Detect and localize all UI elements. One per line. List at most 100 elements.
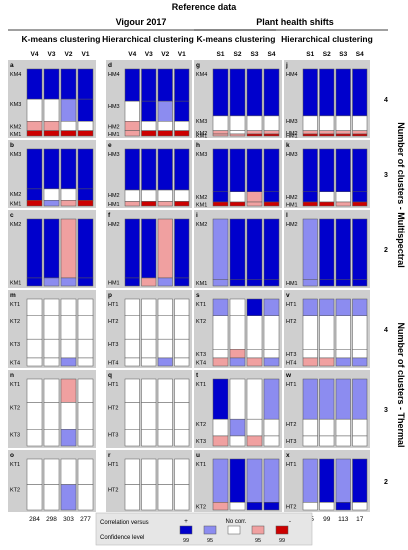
heatmap-cell <box>26 458 43 485</box>
heatmap-cell <box>212 435 229 447</box>
heatmap-cell <box>335 201 351 207</box>
heatmap-cell <box>77 148 94 190</box>
heatmap-cell <box>60 188 77 201</box>
heatmap-cell <box>157 484 173 511</box>
heatmap-cell <box>246 148 263 192</box>
heatmap-cell <box>229 458 246 503</box>
heatmap-cell <box>174 130 190 137</box>
heatmap-cell <box>60 121 77 131</box>
column-label-2-2: S3 <box>251 51 259 58</box>
heatmap-cell <box>302 218 318 280</box>
heatmap-cell <box>352 298 368 316</box>
heatmap-cell <box>246 378 263 420</box>
heatmap-cell <box>246 357 263 367</box>
column-label-0-1: V3 <box>48 51 56 58</box>
heatmap-cell <box>352 418 368 437</box>
heatmap-cell <box>157 277 173 287</box>
cluster-label: KT1 <box>196 302 206 308</box>
heatmap-cell <box>174 68 190 102</box>
heatmap-cell <box>246 191 263 203</box>
heatmap-cell <box>319 458 335 503</box>
heatmap-cell <box>263 435 280 447</box>
heatmap-cell <box>335 279 351 287</box>
heatmap-cell <box>352 133 368 137</box>
heatmap-cell <box>263 133 280 137</box>
cluster-label: KT1 <box>196 462 206 468</box>
heatmap-cell <box>77 200 94 207</box>
heatmap-cell <box>229 418 246 437</box>
heatmap-cell <box>352 279 368 287</box>
cluster-label: KT2 <box>10 488 20 494</box>
heatmap-cell <box>229 191 246 203</box>
legend-swatch <box>251 525 265 535</box>
cluster-label: HT3 <box>286 352 296 358</box>
heatmap-cell <box>319 68 335 117</box>
cluster-label: HM4 <box>286 72 298 78</box>
heatmap-cell <box>43 484 60 511</box>
heatmap-cell <box>43 148 60 190</box>
heatmap-cell <box>157 402 173 430</box>
cluster-label: HM2 <box>108 124 120 130</box>
heatmap-cell <box>77 458 94 485</box>
panel-letter: v <box>286 292 290 299</box>
heatmap-cell <box>302 68 318 117</box>
legend-level: 95 <box>255 538 261 544</box>
cluster-label: KT1 <box>10 462 20 468</box>
heatmap-cell <box>229 502 246 511</box>
cluster-label: KT1 <box>10 382 20 388</box>
heatmap-cell <box>141 298 157 316</box>
heatmap-cell <box>212 279 229 287</box>
heatmap-cell <box>302 378 318 420</box>
heatmap-cell <box>319 378 335 420</box>
heatmap-cell <box>157 100 173 122</box>
heatmap-cell <box>263 191 280 203</box>
heatmap-cell <box>77 402 94 430</box>
heatmap-cell <box>141 484 157 511</box>
heatmap-cell <box>319 349 335 359</box>
cluster-label: HT1 <box>108 302 118 308</box>
heatmap-cell <box>174 458 190 485</box>
heatmap-cell <box>60 130 77 137</box>
heatmap-cell <box>77 218 94 279</box>
heatmap-cell <box>60 338 77 359</box>
heatmap-cell <box>157 201 173 207</box>
heatmap-cell <box>335 130 351 135</box>
cluster-label: HM2 <box>286 222 298 228</box>
panel-letter: w <box>285 372 292 379</box>
heatmap-cell <box>60 484 77 511</box>
heatmap-cell <box>157 298 173 316</box>
heatmap-cell <box>319 148 335 192</box>
heatmap-cell <box>43 338 60 359</box>
heatmap-cell <box>124 189 140 202</box>
cluster-label: KT2 <box>196 422 206 428</box>
cluster-label: HT1 <box>108 462 118 468</box>
heatmap-cell <box>302 458 318 503</box>
heatmap-cell <box>60 98 77 122</box>
heatmap-cell <box>246 130 263 135</box>
heatmap-cell <box>319 279 335 287</box>
heatmap-cell <box>335 68 351 117</box>
count-label-3-1: 99 <box>323 516 331 523</box>
heatmap-cell <box>26 130 43 137</box>
heatmap-cell <box>319 201 335 207</box>
count-label-0-1: 298 <box>46 516 57 523</box>
heatmap-cell <box>60 378 77 403</box>
panel-letter: r <box>108 452 111 459</box>
panel-letter: f <box>108 212 111 219</box>
heatmap-cell <box>26 338 43 359</box>
heatmap-cell <box>141 130 157 137</box>
heatmap-cell <box>141 378 157 403</box>
heatmap-cell <box>229 68 246 117</box>
heatmap-cell <box>77 484 94 511</box>
cluster-label: HT4 <box>286 360 296 366</box>
heatmap-cell <box>43 429 60 447</box>
heatmap-cell <box>26 148 43 190</box>
panel-letter: c <box>10 212 14 219</box>
heatmap-cell <box>302 130 318 135</box>
heatmap-cell <box>212 458 229 503</box>
heatmap-cell <box>141 277 157 287</box>
heatmap-cell <box>319 357 335 367</box>
heatmap-cell <box>157 148 173 191</box>
heatmap-cell <box>141 100 157 122</box>
heatmap-cell <box>335 148 351 192</box>
